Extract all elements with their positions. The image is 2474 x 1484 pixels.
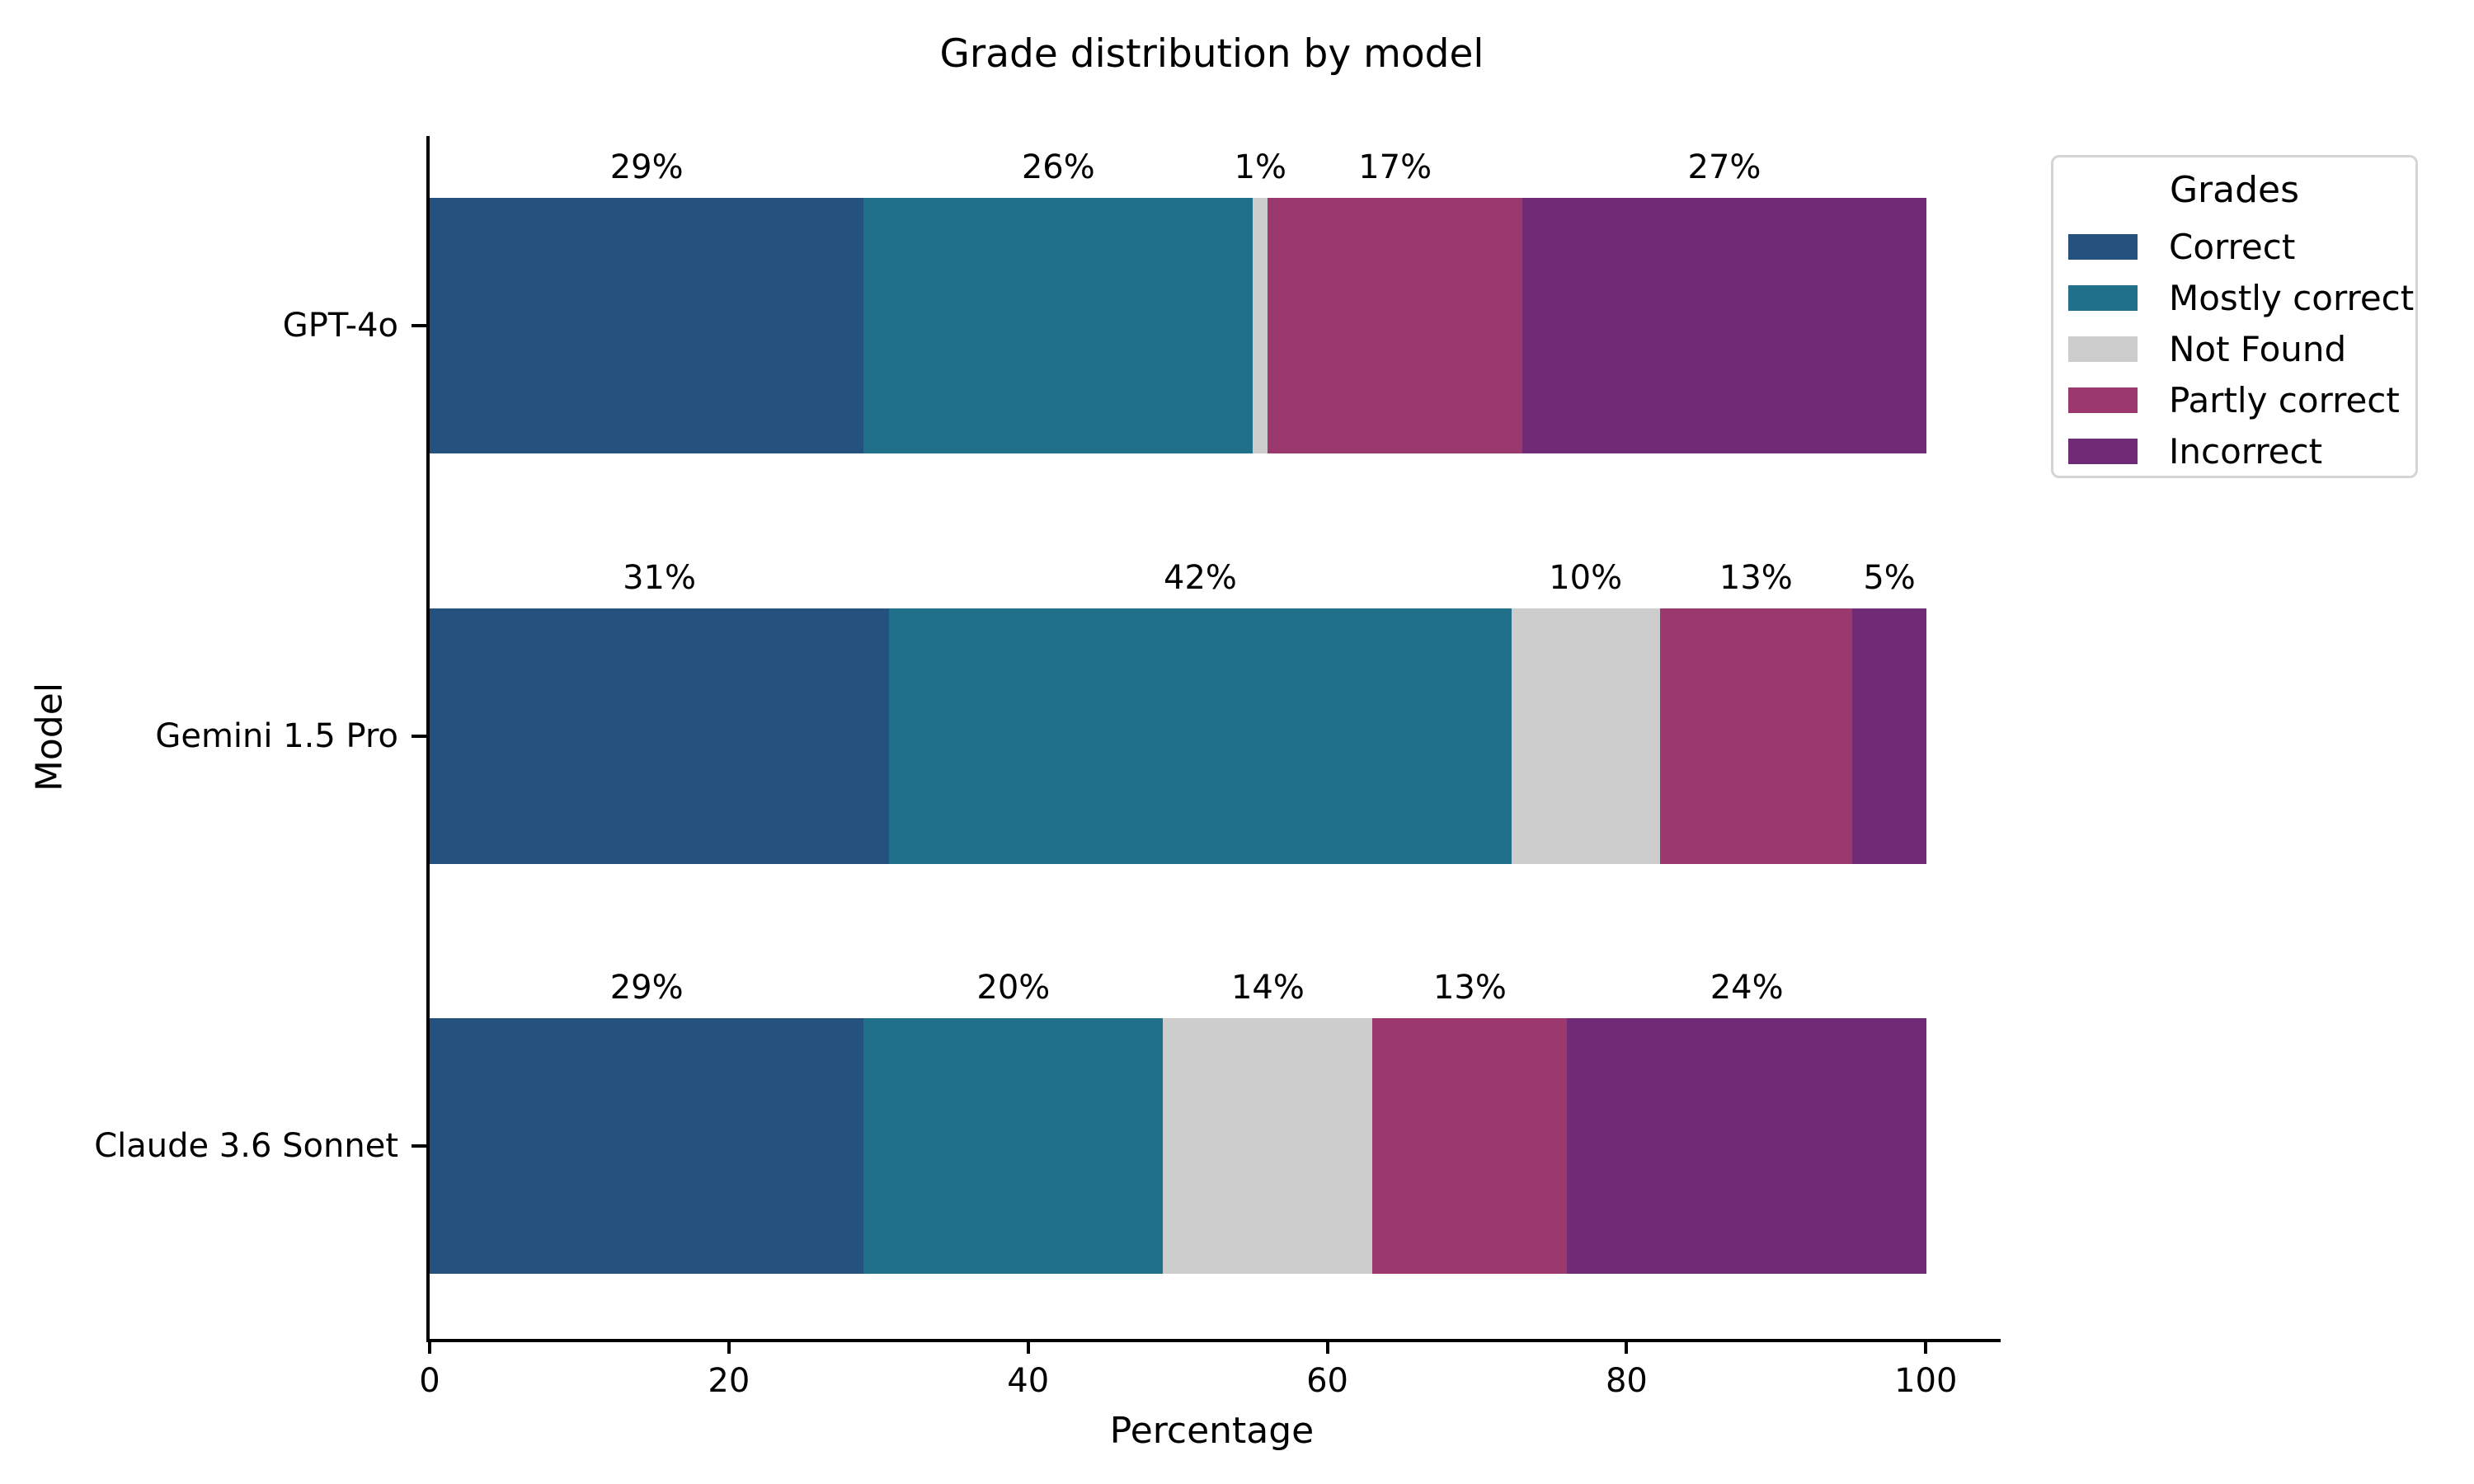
- bar-segment-mostly-correct: 42%: [889, 559, 1512, 864]
- bar-value-label: 14%: [1230, 969, 1305, 1007]
- x-tick: [1325, 1339, 1329, 1354]
- bar-segment-partly-correct: 13%: [1659, 559, 1853, 864]
- x-tick: [1924, 1339, 1928, 1354]
- legend-entries: Correct Mostly correct Not Found Partly cor…: [2068, 221, 2415, 477]
- bar-row-gemini-1-5-pro: 31% 42% 10% 13% 5%: [430, 559, 1926, 864]
- legend-swatch-correct: [2068, 233, 2138, 260]
- x-tick-label: 0: [419, 1362, 440, 1400]
- x-tick-label: 20: [708, 1362, 750, 1400]
- bar-segment-partly-correct: 17%: [1268, 148, 1522, 453]
- bar-value-label: 5%: [1863, 559, 1916, 597]
- legend-entry-not-found: Not Found: [2068, 323, 2415, 374]
- y-tick: [412, 735, 426, 738]
- x-tick-label: 40: [1007, 1362, 1050, 1400]
- bar-value-label: 13%: [1719, 559, 1793, 597]
- x-tick-label: 100: [1894, 1362, 1958, 1400]
- y-tick: [412, 324, 426, 327]
- x-axis-title: Percentage: [1109, 1410, 1315, 1452]
- bar-row-claude-3-6-sonnet: 29% 20% 14% 13% 24%: [430, 969, 1926, 1274]
- bar-value-label: 24%: [1710, 969, 1784, 1007]
- legend-swatch-incorrect: [2068, 438, 2138, 464]
- bar-segment-partly-correct: 13%: [1372, 969, 1568, 1274]
- legend-label: Partly correct: [2169, 379, 2400, 420]
- legend-swatch-not-found: [2068, 336, 2138, 362]
- bar-value-label: 27%: [1687, 148, 1761, 186]
- x-tick: [428, 1339, 431, 1354]
- x-tick: [1625, 1339, 1629, 1354]
- bar-segment-not-found: 10%: [1511, 559, 1660, 864]
- bar-segment-incorrect: 24%: [1567, 969, 1926, 1274]
- bar-value-label: 42%: [1164, 559, 1237, 597]
- bar-value-label: 10%: [1549, 559, 1623, 597]
- bar-value-label: 29%: [609, 969, 684, 1007]
- bar-segment-correct: 31%: [430, 559, 890, 864]
- legend-entry-correct: Correct: [2068, 221, 2415, 272]
- bar-value-label: 31%: [623, 559, 696, 597]
- bar-segment-correct: 29%: [430, 969, 864, 1274]
- legend-label: Mostly correct: [2169, 277, 2415, 318]
- bar-segment-not-found: 1%: [1235, 148, 1286, 453]
- y-tick-label: GPT-4o: [282, 307, 398, 345]
- legend-title: Grades: [2169, 169, 2300, 211]
- legend-entry-partly-correct: Partly correct: [2068, 374, 2415, 425]
- legend-label: Not Found: [2169, 328, 2347, 369]
- y-tick: [412, 1144, 426, 1148]
- x-tick: [727, 1339, 731, 1354]
- y-axis-title: Model: [28, 682, 71, 792]
- bar-value-label: 1%: [1234, 148, 1287, 186]
- bar-segment-mostly-correct: 26%: [863, 148, 1253, 453]
- bar-row-gpt-4o: 29% 26% 1% 17% 27%: [430, 148, 1926, 453]
- x-tick: [1026, 1339, 1030, 1354]
- legend-label: Correct: [2169, 226, 2296, 267]
- legend-label: Incorrect: [2169, 430, 2323, 472]
- legend-swatch-partly-correct: [2068, 387, 2138, 413]
- bar-value-label: 20%: [976, 969, 1051, 1007]
- chart-title: Grade distribution by model: [939, 31, 1484, 77]
- legend-swatch-mostly-correct: [2068, 284, 2138, 311]
- bar-value-label: 29%: [609, 148, 684, 186]
- y-tick-label: Gemini 1.5 Pro: [155, 717, 398, 755]
- bar-segment-not-found: 14%: [1163, 969, 1373, 1274]
- y-tick-label: Claude 3.6 Sonnet: [94, 1127, 398, 1165]
- x-tick-label: 80: [1605, 1362, 1648, 1400]
- bar-value-label: 26%: [1021, 148, 1095, 186]
- bar-segment-correct: 29%: [430, 148, 864, 453]
- bar-value-label: 17%: [1358, 148, 1432, 186]
- bar-segment-mostly-correct: 20%: [863, 969, 1164, 1274]
- plot-area: 29% 26% 1% 17% 27% GPT-4o 31% 42% 10% 13% 5% Gemini…: [94, 136, 2001, 1400]
- bar-segment-incorrect: 5%: [1852, 559, 1926, 864]
- legend-entry-mostly-correct: Mostly correct: [2068, 272, 2415, 323]
- bar-value-label: 13%: [1432, 969, 1507, 1007]
- legend-entry-incorrect: Incorrect: [2068, 425, 2415, 477]
- legend: Grades Correct Mostly correct Not Found Par…: [2051, 155, 2418, 478]
- bar-segment-incorrect: 27%: [1522, 148, 1926, 453]
- x-tick-label: 60: [1306, 1362, 1349, 1400]
